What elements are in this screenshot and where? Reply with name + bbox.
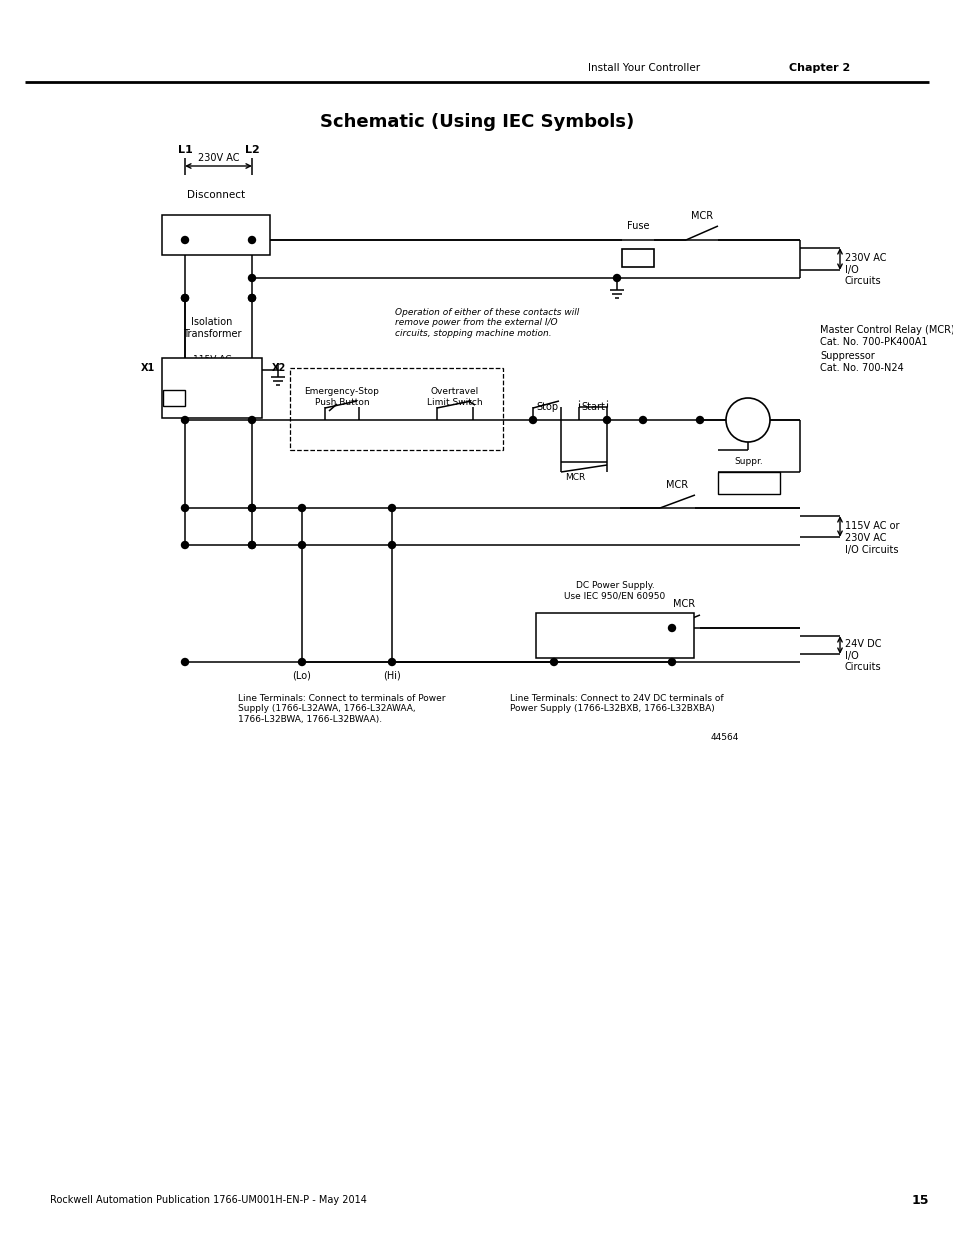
Circle shape bbox=[181, 541, 189, 548]
Circle shape bbox=[181, 505, 189, 511]
Text: Circuits: Circuits bbox=[844, 662, 881, 672]
Bar bbox=[290, 368, 502, 450]
Circle shape bbox=[248, 236, 255, 243]
Text: Cat. No. 700-N24: Cat. No. 700-N24 bbox=[820, 363, 902, 373]
Circle shape bbox=[181, 236, 189, 243]
Bar bbox=[536, 613, 693, 658]
Text: Stop: Stop bbox=[536, 403, 558, 412]
Circle shape bbox=[248, 541, 255, 548]
Text: 24V DC: 24V DC bbox=[844, 638, 881, 650]
Text: Suppressor: Suppressor bbox=[820, 351, 874, 361]
Text: Install Your Controller: Install Your Controller bbox=[587, 63, 700, 73]
Bar bbox=[621, 249, 654, 267]
Text: DC Power Supply.
Use IEC 950/EN 60950: DC Power Supply. Use IEC 950/EN 60950 bbox=[564, 580, 665, 600]
Text: Fuse: Fuse bbox=[195, 378, 216, 387]
Text: MCR: MCR bbox=[665, 480, 687, 490]
Text: I/O: I/O bbox=[844, 266, 858, 275]
Text: Line Terminals: Connect to terminals of Power
Supply (1766-L32AWA, 1766-L32AWAA,: Line Terminals: Connect to terminals of … bbox=[237, 694, 445, 724]
Bar bbox=[718, 472, 780, 494]
Text: Chapter 2: Chapter 2 bbox=[788, 63, 850, 73]
Circle shape bbox=[603, 416, 610, 424]
Text: 230V AC: 230V AC bbox=[844, 534, 885, 543]
Circle shape bbox=[248, 294, 255, 301]
Circle shape bbox=[248, 541, 255, 548]
Text: +: + bbox=[666, 618, 676, 629]
Text: Isolation
Transformer: Isolation Transformer bbox=[183, 317, 241, 338]
Text: Cat. No. 700-PK400A1: Cat. No. 700-PK400A1 bbox=[820, 337, 926, 347]
Circle shape bbox=[248, 505, 255, 511]
Text: MCR: MCR bbox=[672, 599, 695, 609]
Text: Circuits: Circuits bbox=[844, 275, 881, 287]
Text: Start: Start bbox=[580, 403, 604, 412]
Text: or 230V AC: or 230V AC bbox=[187, 367, 237, 375]
Circle shape bbox=[298, 541, 305, 548]
Text: I/O: I/O bbox=[844, 651, 858, 661]
Text: Line Terminals: Connect to 24V DC terminals of
Power Supply (1766-L32BXB, 1766-L: Line Terminals: Connect to 24V DC termin… bbox=[510, 694, 723, 714]
Circle shape bbox=[248, 505, 255, 511]
Bar bbox=[163, 390, 185, 406]
Circle shape bbox=[248, 274, 255, 282]
Text: 230V AC: 230V AC bbox=[844, 253, 885, 263]
Circle shape bbox=[181, 416, 189, 424]
Text: I/O Circuits: I/O Circuits bbox=[844, 545, 898, 555]
Bar bbox=[162, 215, 270, 254]
Text: Fuse: Fuse bbox=[626, 221, 649, 231]
Text: Schematic (Using IEC Symbols): Schematic (Using IEC Symbols) bbox=[319, 112, 634, 131]
Text: 115V AC: 115V AC bbox=[193, 356, 231, 364]
Text: Rockwell Automation Publication 1766-UM001H-EN-P - May 2014: Rockwell Automation Publication 1766-UM0… bbox=[50, 1195, 367, 1205]
Circle shape bbox=[388, 505, 395, 511]
Circle shape bbox=[668, 625, 675, 631]
Circle shape bbox=[550, 658, 557, 666]
Circle shape bbox=[725, 398, 769, 442]
Circle shape bbox=[668, 658, 675, 666]
Circle shape bbox=[298, 505, 305, 511]
Text: -: - bbox=[552, 618, 556, 629]
Text: MCR: MCR bbox=[564, 473, 584, 482]
Circle shape bbox=[388, 541, 395, 548]
Circle shape bbox=[639, 416, 646, 424]
Text: 44564: 44564 bbox=[710, 732, 739, 741]
Text: MCR: MCR bbox=[736, 415, 759, 425]
Text: Disconnect: Disconnect bbox=[187, 190, 245, 200]
Text: X2: X2 bbox=[272, 363, 286, 373]
Text: Emergency-Stop
Push Button: Emergency-Stop Push Button bbox=[304, 388, 379, 406]
Circle shape bbox=[298, 658, 305, 666]
Circle shape bbox=[248, 416, 255, 424]
Circle shape bbox=[181, 294, 189, 301]
Circle shape bbox=[529, 416, 536, 424]
Circle shape bbox=[181, 658, 189, 666]
Circle shape bbox=[248, 294, 255, 301]
Circle shape bbox=[181, 294, 189, 301]
Text: (Hi): (Hi) bbox=[383, 671, 400, 680]
Text: 230V AC: 230V AC bbox=[198, 153, 239, 163]
Text: 15: 15 bbox=[910, 1193, 928, 1207]
Text: Overtravel
Limit Switch: Overtravel Limit Switch bbox=[427, 388, 482, 406]
Text: 115V AC or: 115V AC or bbox=[844, 521, 899, 531]
Text: Suppr.: Suppr. bbox=[734, 457, 762, 466]
Circle shape bbox=[388, 658, 395, 666]
Circle shape bbox=[696, 416, 702, 424]
Circle shape bbox=[613, 274, 619, 282]
Bar bbox=[162, 358, 262, 417]
Text: Master Control Relay (MCR): Master Control Relay (MCR) bbox=[820, 325, 953, 335]
Text: L1: L1 bbox=[177, 144, 193, 156]
Text: Operation of either of these contacts will
remove power from the external I/O
ci: Operation of either of these contacts wi… bbox=[395, 308, 578, 338]
Text: L2: L2 bbox=[244, 144, 259, 156]
Text: X1: X1 bbox=[141, 363, 154, 373]
Text: MCR: MCR bbox=[690, 211, 712, 221]
Text: (Lo): (Lo) bbox=[293, 671, 311, 680]
